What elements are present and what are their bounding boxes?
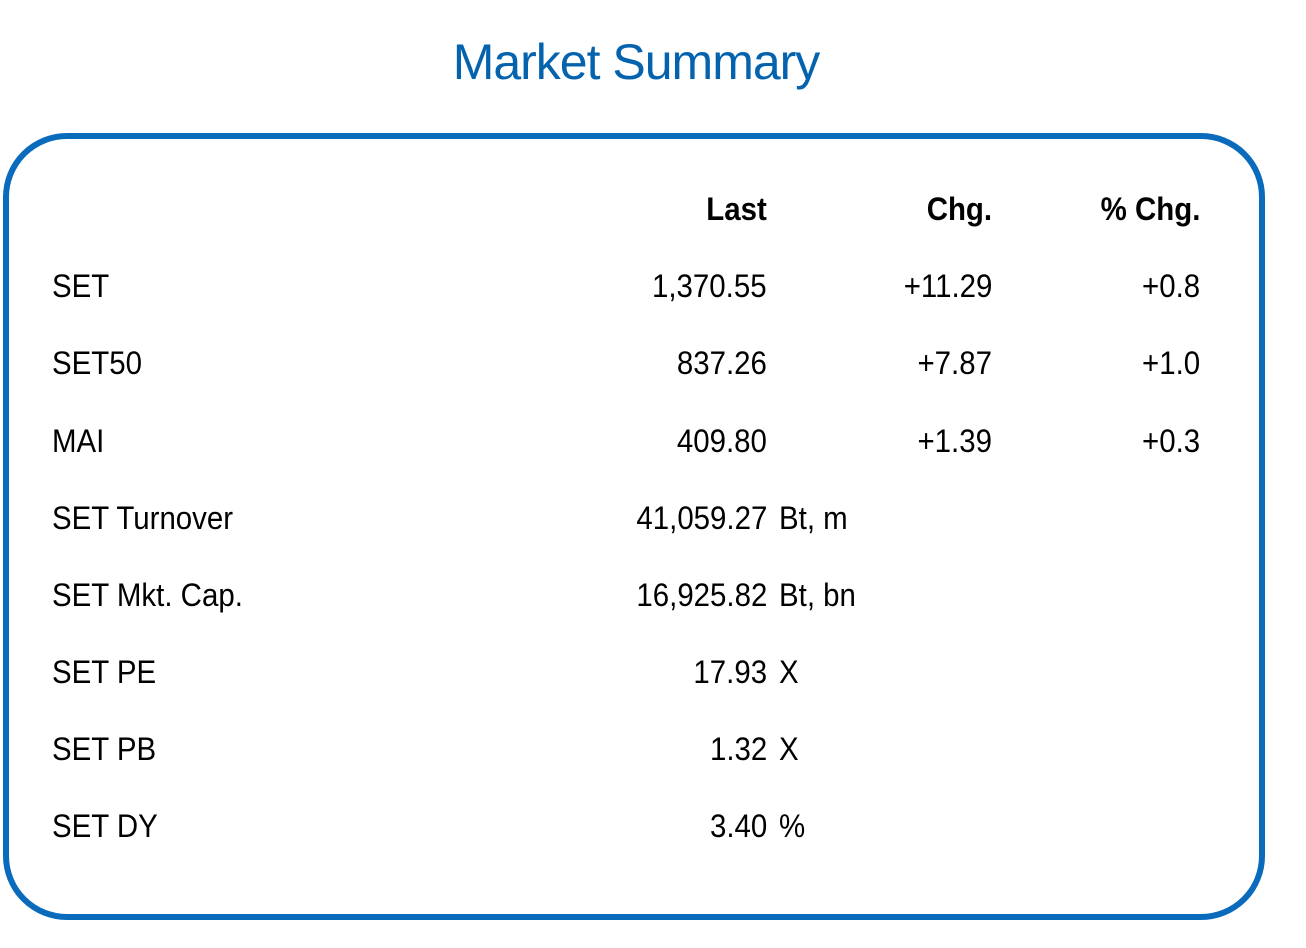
- row-last-set-dy: 3.40: [709, 808, 767, 844]
- column-header-last: Last: [706, 191, 767, 227]
- row-label-set: SET: [52, 268, 110, 304]
- row-last-set-turnover: 41,059.27: [636, 500, 767, 536]
- market-summary-panel: [3, 133, 1265, 920]
- row-pct-chg-set50: +1.0: [1141, 345, 1200, 381]
- row-last-mai: 409.80: [676, 423, 767, 459]
- row-chg-set: +11.29: [903, 268, 992, 304]
- row-label-set-turnover: SET Turnover: [52, 500, 234, 536]
- row-pct-chg-set: +0.8: [1141, 268, 1200, 304]
- row-unit-set-dy: %: [779, 808, 806, 844]
- row-last-set-pb: 1.32: [709, 731, 767, 767]
- row-unit-set-mkt-cap: Bt, bn: [779, 577, 856, 613]
- row-chg-set50: +7.87: [917, 345, 992, 381]
- row-last-set-mkt-cap: 16,925.82: [636, 577, 767, 613]
- row-pct-chg-mai: +0.3: [1141, 423, 1200, 459]
- row-last-set50: 837.26: [676, 345, 767, 381]
- row-label-set-pe: SET PE: [52, 654, 157, 690]
- row-unit-set-pb: X: [779, 731, 799, 767]
- row-chg-mai: +1.39: [917, 423, 992, 459]
- column-header-chg: Chg.: [926, 191, 992, 227]
- row-unit-set-turnover: Bt, m: [779, 500, 848, 536]
- row-label-set-mkt-cap: SET Mkt. Cap.: [52, 577, 243, 613]
- row-unit-set-pe: X: [779, 654, 799, 690]
- row-last-set: 1,370.55: [652, 268, 767, 304]
- column-header-pct-chg: % Chg.: [1100, 191, 1200, 227]
- row-label-set50: SET50: [52, 345, 143, 381]
- row-label-set-dy: SET DY: [52, 808, 158, 844]
- row-last-set-pe: 17.93: [693, 654, 767, 690]
- row-label-mai: MAI: [52, 423, 105, 459]
- row-label-set-pb: SET PB: [52, 731, 157, 767]
- page-title: Market Summary: [452, 34, 821, 90]
